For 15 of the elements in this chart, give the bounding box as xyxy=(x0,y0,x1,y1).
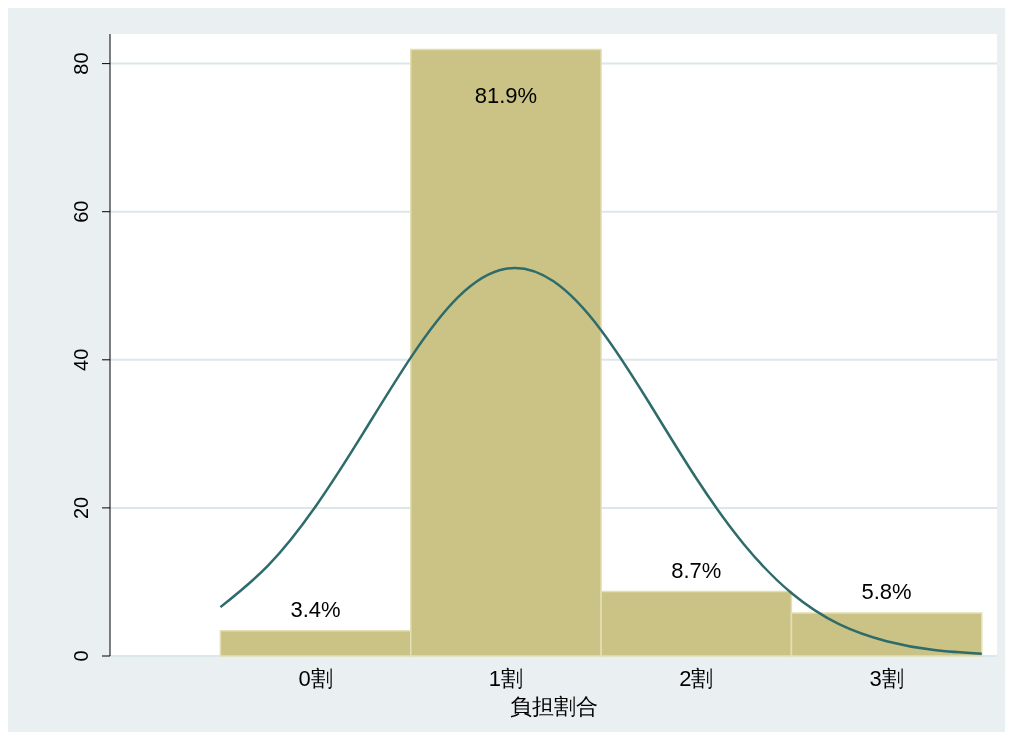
y-tick-label: 20 xyxy=(70,496,92,520)
x-tick-label: 1割 xyxy=(488,666,524,691)
y-tick-label: 40 xyxy=(70,348,92,371)
data-label: 3.4% xyxy=(290,596,341,622)
y-tick-label: 80 xyxy=(70,52,92,75)
x-axis-title: 負担割合 xyxy=(509,694,598,719)
line-series xyxy=(219,266,984,656)
data-label: 5.8% xyxy=(861,579,912,605)
x-tick-label: 3割 xyxy=(869,666,904,691)
y-tick-label: 0 xyxy=(70,650,92,662)
data-label: 81.9% xyxy=(474,83,538,109)
x-tick-label: 0割 xyxy=(298,666,333,691)
y-tick-label: 60 xyxy=(70,200,92,223)
x-tick-label: 2割 xyxy=(679,666,714,691)
data-label: 8.7% xyxy=(671,557,722,583)
